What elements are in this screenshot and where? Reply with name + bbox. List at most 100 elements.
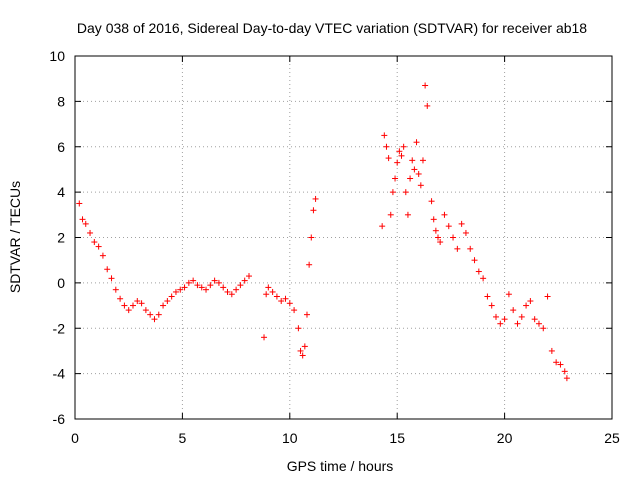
data-point bbox=[117, 295, 124, 302]
data-point bbox=[224, 288, 231, 295]
data-point bbox=[301, 343, 308, 350]
data-point bbox=[263, 291, 270, 298]
data-point bbox=[514, 320, 521, 327]
data-point bbox=[99, 252, 106, 259]
data-point bbox=[87, 229, 94, 236]
data-point bbox=[471, 257, 478, 264]
data-point bbox=[445, 223, 452, 230]
data-point bbox=[419, 157, 426, 164]
data-point bbox=[467, 245, 474, 252]
data-point bbox=[129, 302, 136, 309]
data-point bbox=[310, 207, 317, 214]
x-axis-label: GPS time / hours bbox=[287, 458, 394, 474]
data-point bbox=[261, 334, 268, 341]
data-point bbox=[185, 279, 192, 286]
data-points bbox=[76, 82, 570, 382]
data-point bbox=[407, 175, 414, 182]
data-point bbox=[79, 216, 86, 223]
data-point bbox=[286, 300, 293, 307]
data-point bbox=[553, 359, 560, 366]
data-point bbox=[91, 239, 98, 246]
data-point bbox=[548, 347, 555, 354]
data-point bbox=[241, 277, 248, 284]
data-point bbox=[108, 275, 115, 282]
data-point bbox=[381, 132, 388, 139]
data-point bbox=[437, 239, 444, 246]
data-point bbox=[308, 234, 315, 241]
data-point bbox=[475, 268, 482, 275]
data-point bbox=[501, 316, 508, 323]
data-point bbox=[424, 102, 431, 109]
data-point bbox=[237, 282, 244, 289]
data-point bbox=[428, 198, 435, 205]
y-tick-label: 2 bbox=[57, 230, 65, 246]
data-point bbox=[299, 352, 306, 359]
data-point bbox=[450, 234, 457, 241]
data-point bbox=[394, 159, 401, 166]
data-point bbox=[297, 347, 304, 354]
data-point bbox=[228, 291, 235, 298]
data-point bbox=[138, 300, 145, 307]
y-tick-label: -6 bbox=[53, 411, 66, 427]
axis-ticks: 0 5 10 15 20 25 -6 -4 -2 0 2 4 6 8 10 bbox=[49, 48, 620, 446]
y-tick-label: 6 bbox=[57, 139, 65, 155]
data-point bbox=[198, 284, 205, 291]
data-point bbox=[480, 275, 487, 282]
y-tick-label: 0 bbox=[57, 275, 65, 291]
data-point bbox=[493, 313, 500, 320]
data-point bbox=[278, 298, 285, 305]
data-point bbox=[160, 302, 167, 309]
data-point bbox=[488, 302, 495, 309]
data-point bbox=[454, 245, 461, 252]
data-point bbox=[385, 155, 392, 162]
data-point bbox=[181, 284, 188, 291]
data-point bbox=[282, 295, 289, 302]
data-point bbox=[207, 282, 214, 289]
data-point bbox=[389, 189, 396, 196]
y-tick-label: -4 bbox=[53, 366, 66, 382]
x-tick-label: 15 bbox=[389, 430, 405, 446]
data-point bbox=[458, 220, 465, 227]
data-point bbox=[510, 307, 517, 314]
data-point bbox=[523, 302, 530, 309]
data-point bbox=[295, 325, 302, 332]
y-axis-label: SDTVAR / TECUs bbox=[7, 181, 23, 293]
data-point bbox=[164, 298, 171, 305]
data-point bbox=[417, 182, 424, 189]
data-point bbox=[379, 223, 386, 230]
grid-lines bbox=[75, 56, 612, 419]
x-tick-label: 20 bbox=[497, 430, 513, 446]
data-point bbox=[432, 227, 439, 234]
data-point bbox=[190, 277, 197, 284]
data-point bbox=[398, 152, 405, 159]
data-point bbox=[484, 293, 491, 300]
data-point bbox=[518, 313, 525, 320]
data-point bbox=[544, 293, 551, 300]
data-point bbox=[233, 286, 240, 293]
data-point bbox=[147, 311, 154, 318]
data-point bbox=[383, 143, 390, 150]
data-point bbox=[303, 311, 310, 318]
data-point bbox=[177, 286, 184, 293]
data-point bbox=[400, 143, 407, 150]
y-tick-label: -2 bbox=[53, 320, 66, 336]
data-point bbox=[211, 277, 218, 284]
data-point bbox=[273, 293, 280, 300]
data-point bbox=[155, 311, 162, 318]
data-point bbox=[306, 261, 313, 268]
data-point bbox=[413, 139, 420, 146]
x-tick-label: 0 bbox=[71, 430, 79, 446]
data-point bbox=[531, 316, 538, 323]
data-point bbox=[563, 375, 570, 382]
plot-frame bbox=[74, 55, 613, 420]
data-point bbox=[291, 307, 298, 314]
data-point bbox=[402, 189, 409, 196]
data-point bbox=[557, 361, 564, 368]
data-point bbox=[76, 200, 83, 207]
y-tick-label: 8 bbox=[57, 93, 65, 109]
data-point bbox=[215, 279, 222, 286]
data-point bbox=[527, 298, 534, 305]
data-point bbox=[194, 282, 201, 289]
data-point bbox=[125, 307, 132, 314]
